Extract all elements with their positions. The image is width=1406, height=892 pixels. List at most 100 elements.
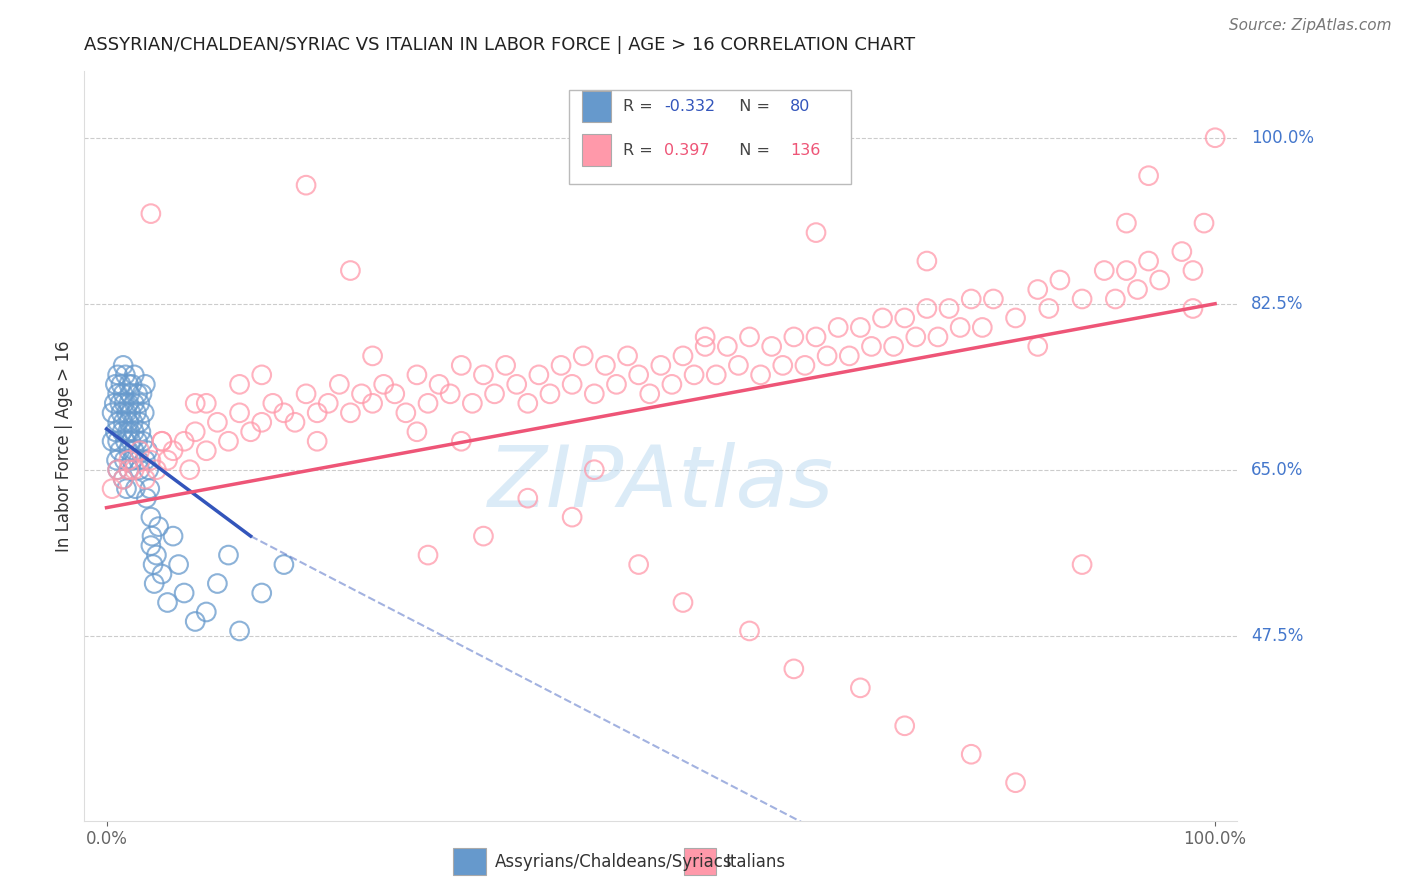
Point [118, 453, 141, 467]
Point [118, 463, 141, 477]
Point [195, 443, 218, 458]
Point [1126, 283, 1149, 297]
Point [339, 263, 361, 277]
Point [156, 595, 179, 609]
Point [108, 396, 131, 410]
Point [804, 226, 827, 240]
Point [572, 349, 595, 363]
Point [416, 396, 439, 410]
Point [112, 415, 135, 429]
Text: 65.0%: 65.0% [1251, 460, 1303, 479]
Point [121, 453, 143, 467]
Text: R =: R = [623, 99, 658, 114]
Point [384, 387, 406, 401]
Point [131, 387, 153, 401]
Point [1181, 301, 1204, 316]
Point [104, 425, 127, 439]
Point [122, 443, 145, 458]
Point [228, 406, 250, 420]
Point [695, 339, 717, 353]
Point [416, 548, 439, 562]
FancyBboxPatch shape [582, 135, 612, 166]
Point [115, 406, 138, 420]
Point [450, 359, 472, 373]
Point [406, 368, 429, 382]
Point [484, 387, 506, 401]
Point [162, 529, 184, 543]
Point [972, 320, 994, 334]
Point [111, 425, 134, 439]
Point [516, 396, 538, 410]
Point [704, 368, 727, 382]
Text: N =: N = [728, 143, 775, 158]
Point [139, 539, 162, 553]
Point [101, 434, 124, 449]
Point [1071, 292, 1094, 306]
Point [361, 349, 384, 363]
Point [915, 254, 938, 268]
Point [139, 510, 162, 524]
FancyBboxPatch shape [683, 848, 716, 875]
Point [472, 529, 495, 543]
Point [118, 425, 141, 439]
Point [228, 377, 250, 392]
Point [128, 396, 150, 410]
Point [361, 396, 384, 410]
Point [616, 349, 638, 363]
Point [561, 510, 583, 524]
Point [121, 377, 143, 392]
Point [406, 425, 429, 439]
Point [150, 567, 173, 582]
Point [107, 387, 129, 401]
Point [1171, 244, 1194, 259]
Point [307, 434, 329, 449]
Point [112, 387, 135, 401]
Point [107, 368, 129, 382]
Point [184, 396, 207, 410]
Point [110, 377, 132, 392]
Point [561, 377, 583, 392]
Point [838, 349, 860, 363]
Point [122, 425, 145, 439]
Point [849, 681, 872, 695]
Point [124, 482, 146, 496]
Point [134, 406, 156, 420]
Point [783, 330, 806, 344]
Point [1026, 339, 1049, 353]
Text: 47.5%: 47.5% [1251, 627, 1303, 645]
Point [627, 558, 650, 572]
Point [128, 443, 150, 458]
Point [228, 624, 250, 638]
Point [127, 387, 149, 401]
Point [134, 377, 156, 392]
Point [583, 387, 606, 401]
Point [110, 406, 132, 420]
Point [638, 387, 661, 401]
Point [661, 377, 683, 392]
FancyBboxPatch shape [568, 90, 851, 184]
Point [112, 453, 135, 467]
Point [207, 415, 229, 429]
Point [135, 491, 157, 505]
FancyBboxPatch shape [582, 91, 612, 122]
Point [738, 624, 761, 638]
Point [134, 472, 156, 486]
Point [650, 359, 672, 373]
Point [156, 453, 179, 467]
Point [672, 595, 695, 609]
Point [695, 330, 717, 344]
Point [960, 747, 983, 762]
Point [938, 301, 960, 316]
Point [250, 586, 273, 600]
Point [1115, 263, 1137, 277]
Point [749, 368, 772, 382]
Point [179, 463, 201, 477]
Point [683, 368, 706, 382]
Point [195, 396, 218, 410]
Point [112, 472, 135, 486]
Text: 100.0%: 100.0% [1251, 128, 1315, 147]
Point [1049, 273, 1071, 287]
Point [893, 310, 915, 325]
Point [472, 368, 495, 382]
Point [141, 529, 163, 543]
